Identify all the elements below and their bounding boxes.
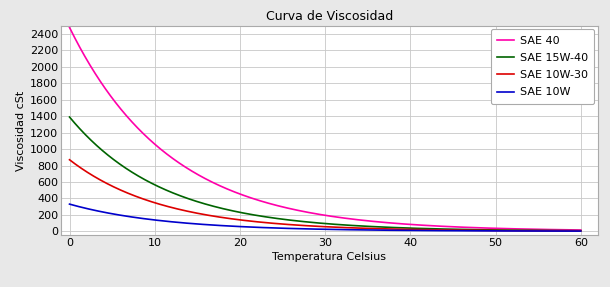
SAE 10W-30 xyxy=(291,223,298,227)
SAE 10W-30 xyxy=(273,222,280,225)
SAE 40 xyxy=(291,208,298,212)
SAE 40 xyxy=(118,108,126,112)
SAE 10W xyxy=(66,202,73,206)
SAE 10W xyxy=(474,229,481,232)
SAE 10W-30 xyxy=(464,228,472,232)
SAE 15W-40 xyxy=(417,227,424,230)
SAE 15W-40 xyxy=(273,217,280,220)
SAE 10W-30 xyxy=(66,158,73,162)
SAE 15W-40 xyxy=(118,164,126,167)
X-axis label: Temperatura Celsius: Temperatura Celsius xyxy=(273,252,386,262)
SAE 10W xyxy=(273,226,280,230)
SAE 40 xyxy=(577,228,584,232)
SAE 40 xyxy=(273,203,280,207)
Line: SAE 10W-30: SAE 10W-30 xyxy=(70,160,581,231)
SAE 10W-30 xyxy=(417,228,424,231)
SAE 10W-30 xyxy=(118,189,126,192)
SAE 15W-40 xyxy=(464,228,472,231)
Title: Curva de Viscosidad: Curva de Viscosidad xyxy=(266,10,393,23)
SAE 10W-30 xyxy=(474,229,481,232)
SAE 40 xyxy=(474,226,481,230)
SAE 10W xyxy=(291,227,298,230)
SAE 40 xyxy=(66,26,73,29)
SAE 40 xyxy=(464,226,472,229)
Line: SAE 40: SAE 40 xyxy=(70,28,581,230)
SAE 15W-40 xyxy=(291,219,298,222)
SAE 10W xyxy=(577,229,584,233)
SAE 10W-30 xyxy=(577,229,584,233)
Line: SAE 10W: SAE 10W xyxy=(70,204,581,231)
Legend: SAE 40, SAE 15W-40, SAE 10W-30, SAE 10W: SAE 40, SAE 15W-40, SAE 10W-30, SAE 10W xyxy=(491,29,595,104)
Line: SAE 15W-40: SAE 15W-40 xyxy=(70,117,581,231)
SAE 15W-40 xyxy=(66,115,73,119)
SAE 15W-40 xyxy=(577,229,584,232)
SAE 15W-40 xyxy=(474,228,481,231)
SAE 10W xyxy=(464,229,472,232)
SAE 10W xyxy=(118,214,126,217)
Y-axis label: Viscosidad cSt: Viscosidad cSt xyxy=(16,90,26,171)
SAE 40 xyxy=(417,223,424,227)
SAE 10W xyxy=(417,229,424,232)
